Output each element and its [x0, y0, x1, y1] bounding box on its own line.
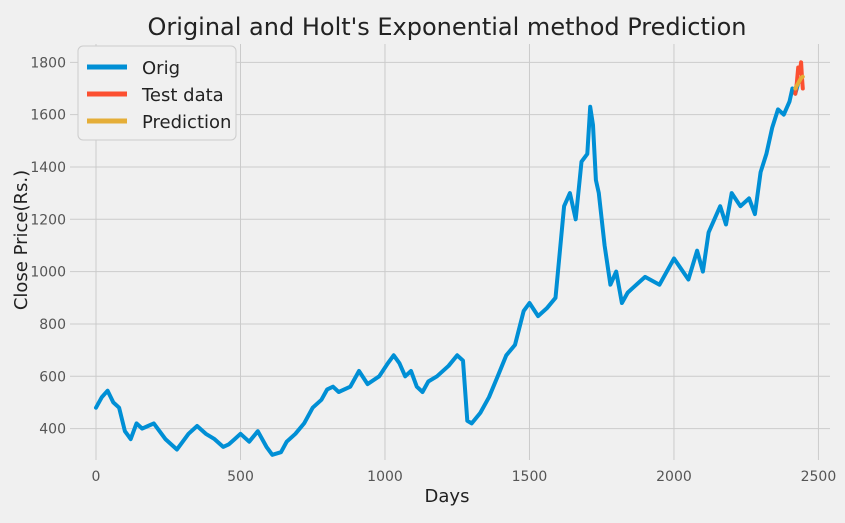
x-tick-label: 0 — [92, 469, 101, 485]
series-group — [94, 60, 805, 457]
legend: Orig Test data Prediction — [77, 45, 237, 141]
legend-label-prediction: Prediction — [142, 112, 231, 133]
legend-label-orig: Orig — [142, 58, 180, 79]
legend-label-test-data: Test data — [141, 85, 224, 106]
y-tick-label: 1000 — [30, 265, 66, 281]
x-tick-label: 2500 — [801, 469, 837, 485]
y-axis-label: Close Price(Rs.) — [11, 170, 32, 310]
y-tick-label: 1400 — [30, 160, 66, 176]
series-line-orig — [94, 76, 804, 457]
tick-labels: 0 500 1000 1500 2000 2500 400 600 800 1000 1200 140… — [30, 55, 836, 485]
x-tick-label: 500 — [227, 469, 254, 485]
x-tick-label: 2000 — [656, 469, 692, 485]
x-tick-label: 1500 — [512, 469, 548, 485]
x-axis-label: Days — [425, 486, 470, 507]
y-tick-label: 400 — [39, 422, 66, 438]
series-line-prediction — [793, 74, 805, 91]
y-tick-label: 1600 — [30, 108, 66, 124]
x-tick-label: 1000 — [367, 469, 403, 485]
y-tick-label: 1800 — [30, 55, 66, 71]
y-tick-label: 800 — [39, 317, 66, 333]
y-tick-label: 600 — [39, 369, 66, 385]
chart-title: Original and Holt's Exponential method P… — [148, 13, 747, 41]
y-tick-label: 1200 — [30, 212, 66, 228]
